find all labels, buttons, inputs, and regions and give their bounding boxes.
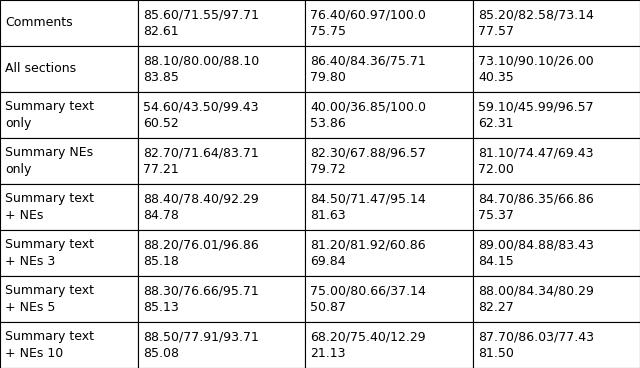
Text: 76.40/60.97/100.0
75.75: 76.40/60.97/100.0 75.75 xyxy=(310,8,426,38)
Bar xyxy=(473,138,640,184)
Text: 40.00/36.85/100.0
53.86: 40.00/36.85/100.0 53.86 xyxy=(310,100,426,130)
Text: 84.50/71.47/95.14
81.63: 84.50/71.47/95.14 81.63 xyxy=(310,192,426,222)
Bar xyxy=(305,276,473,322)
Text: 88.50/77.91/93.71
85.08: 88.50/77.91/93.71 85.08 xyxy=(143,330,259,360)
Bar xyxy=(305,46,473,92)
Bar xyxy=(473,276,640,322)
Text: Comments: Comments xyxy=(5,17,73,29)
Bar xyxy=(138,46,305,92)
Text: All sections: All sections xyxy=(5,63,76,75)
Bar xyxy=(305,184,473,230)
Bar xyxy=(138,92,305,138)
Text: 85.20/82.58/73.14
77.57: 85.20/82.58/73.14 77.57 xyxy=(478,8,594,38)
Bar xyxy=(473,46,640,92)
Bar xyxy=(305,322,473,368)
Bar xyxy=(305,138,473,184)
Text: 81.20/81.92/60.86
69.84: 81.20/81.92/60.86 69.84 xyxy=(310,238,426,268)
Bar xyxy=(0,0,138,46)
Bar xyxy=(0,322,138,368)
Text: 59.10/45.99/96.57
62.31: 59.10/45.99/96.57 62.31 xyxy=(478,100,594,130)
Bar xyxy=(0,46,138,92)
Text: 73.10/90.10/26.00
40.35: 73.10/90.10/26.00 40.35 xyxy=(478,54,594,84)
Bar xyxy=(473,0,640,46)
Bar xyxy=(305,92,473,138)
Bar xyxy=(138,184,305,230)
Text: Summary text
+ NEs 5: Summary text + NEs 5 xyxy=(5,284,94,314)
Text: 88.40/78.40/92.29
84.78: 88.40/78.40/92.29 84.78 xyxy=(143,192,259,222)
Text: 75.00/80.66/37.14
50.87: 75.00/80.66/37.14 50.87 xyxy=(310,284,426,314)
Text: 54.60/43.50/99.43
60.52: 54.60/43.50/99.43 60.52 xyxy=(143,100,258,130)
Text: 87.70/86.03/77.43
81.50: 87.70/86.03/77.43 81.50 xyxy=(478,330,594,360)
Bar xyxy=(138,322,305,368)
Text: 68.20/75.40/12.29
21.13: 68.20/75.40/12.29 21.13 xyxy=(310,330,426,360)
Text: 88.30/76.66/95.71
85.13: 88.30/76.66/95.71 85.13 xyxy=(143,284,259,314)
Text: 86.40/84.36/75.71
79.80: 86.40/84.36/75.71 79.80 xyxy=(310,54,426,84)
Text: 89.00/84.88/83.43
84.15: 89.00/84.88/83.43 84.15 xyxy=(478,238,594,268)
Bar xyxy=(138,0,305,46)
Bar xyxy=(0,230,138,276)
Text: Summary text
+ NEs: Summary text + NEs xyxy=(5,192,94,222)
Bar xyxy=(473,230,640,276)
Text: 85.60/71.55/97.71
82.61: 85.60/71.55/97.71 82.61 xyxy=(143,8,259,38)
Text: 88.00/84.34/80.29
82.27: 88.00/84.34/80.29 82.27 xyxy=(478,284,594,314)
Bar xyxy=(0,92,138,138)
Bar xyxy=(305,0,473,46)
Bar xyxy=(0,138,138,184)
Text: 88.20/76.01/96.86
85.18: 88.20/76.01/96.86 85.18 xyxy=(143,238,259,268)
Text: 88.10/80.00/88.10
83.85: 88.10/80.00/88.10 83.85 xyxy=(143,54,259,84)
Text: Summary text
+ NEs 3: Summary text + NEs 3 xyxy=(5,238,94,268)
Bar xyxy=(138,138,305,184)
Bar xyxy=(305,230,473,276)
Text: 81.10/74.47/69.43
72.00: 81.10/74.47/69.43 72.00 xyxy=(478,146,593,176)
Text: 84.70/86.35/66.86
75.37: 84.70/86.35/66.86 75.37 xyxy=(478,192,594,222)
Bar xyxy=(138,230,305,276)
Text: Summary text
only: Summary text only xyxy=(5,100,94,130)
Bar xyxy=(0,276,138,322)
Text: 82.70/71.64/83.71
77.21: 82.70/71.64/83.71 77.21 xyxy=(143,146,259,176)
Bar xyxy=(473,184,640,230)
Text: 82.30/67.88/96.57
79.72: 82.30/67.88/96.57 79.72 xyxy=(310,146,426,176)
Text: Summary text
+ NEs 10: Summary text + NEs 10 xyxy=(5,330,94,360)
Bar xyxy=(473,92,640,138)
Bar xyxy=(0,184,138,230)
Text: Summary NEs
only: Summary NEs only xyxy=(5,146,93,176)
Bar xyxy=(473,322,640,368)
Bar xyxy=(138,276,305,322)
